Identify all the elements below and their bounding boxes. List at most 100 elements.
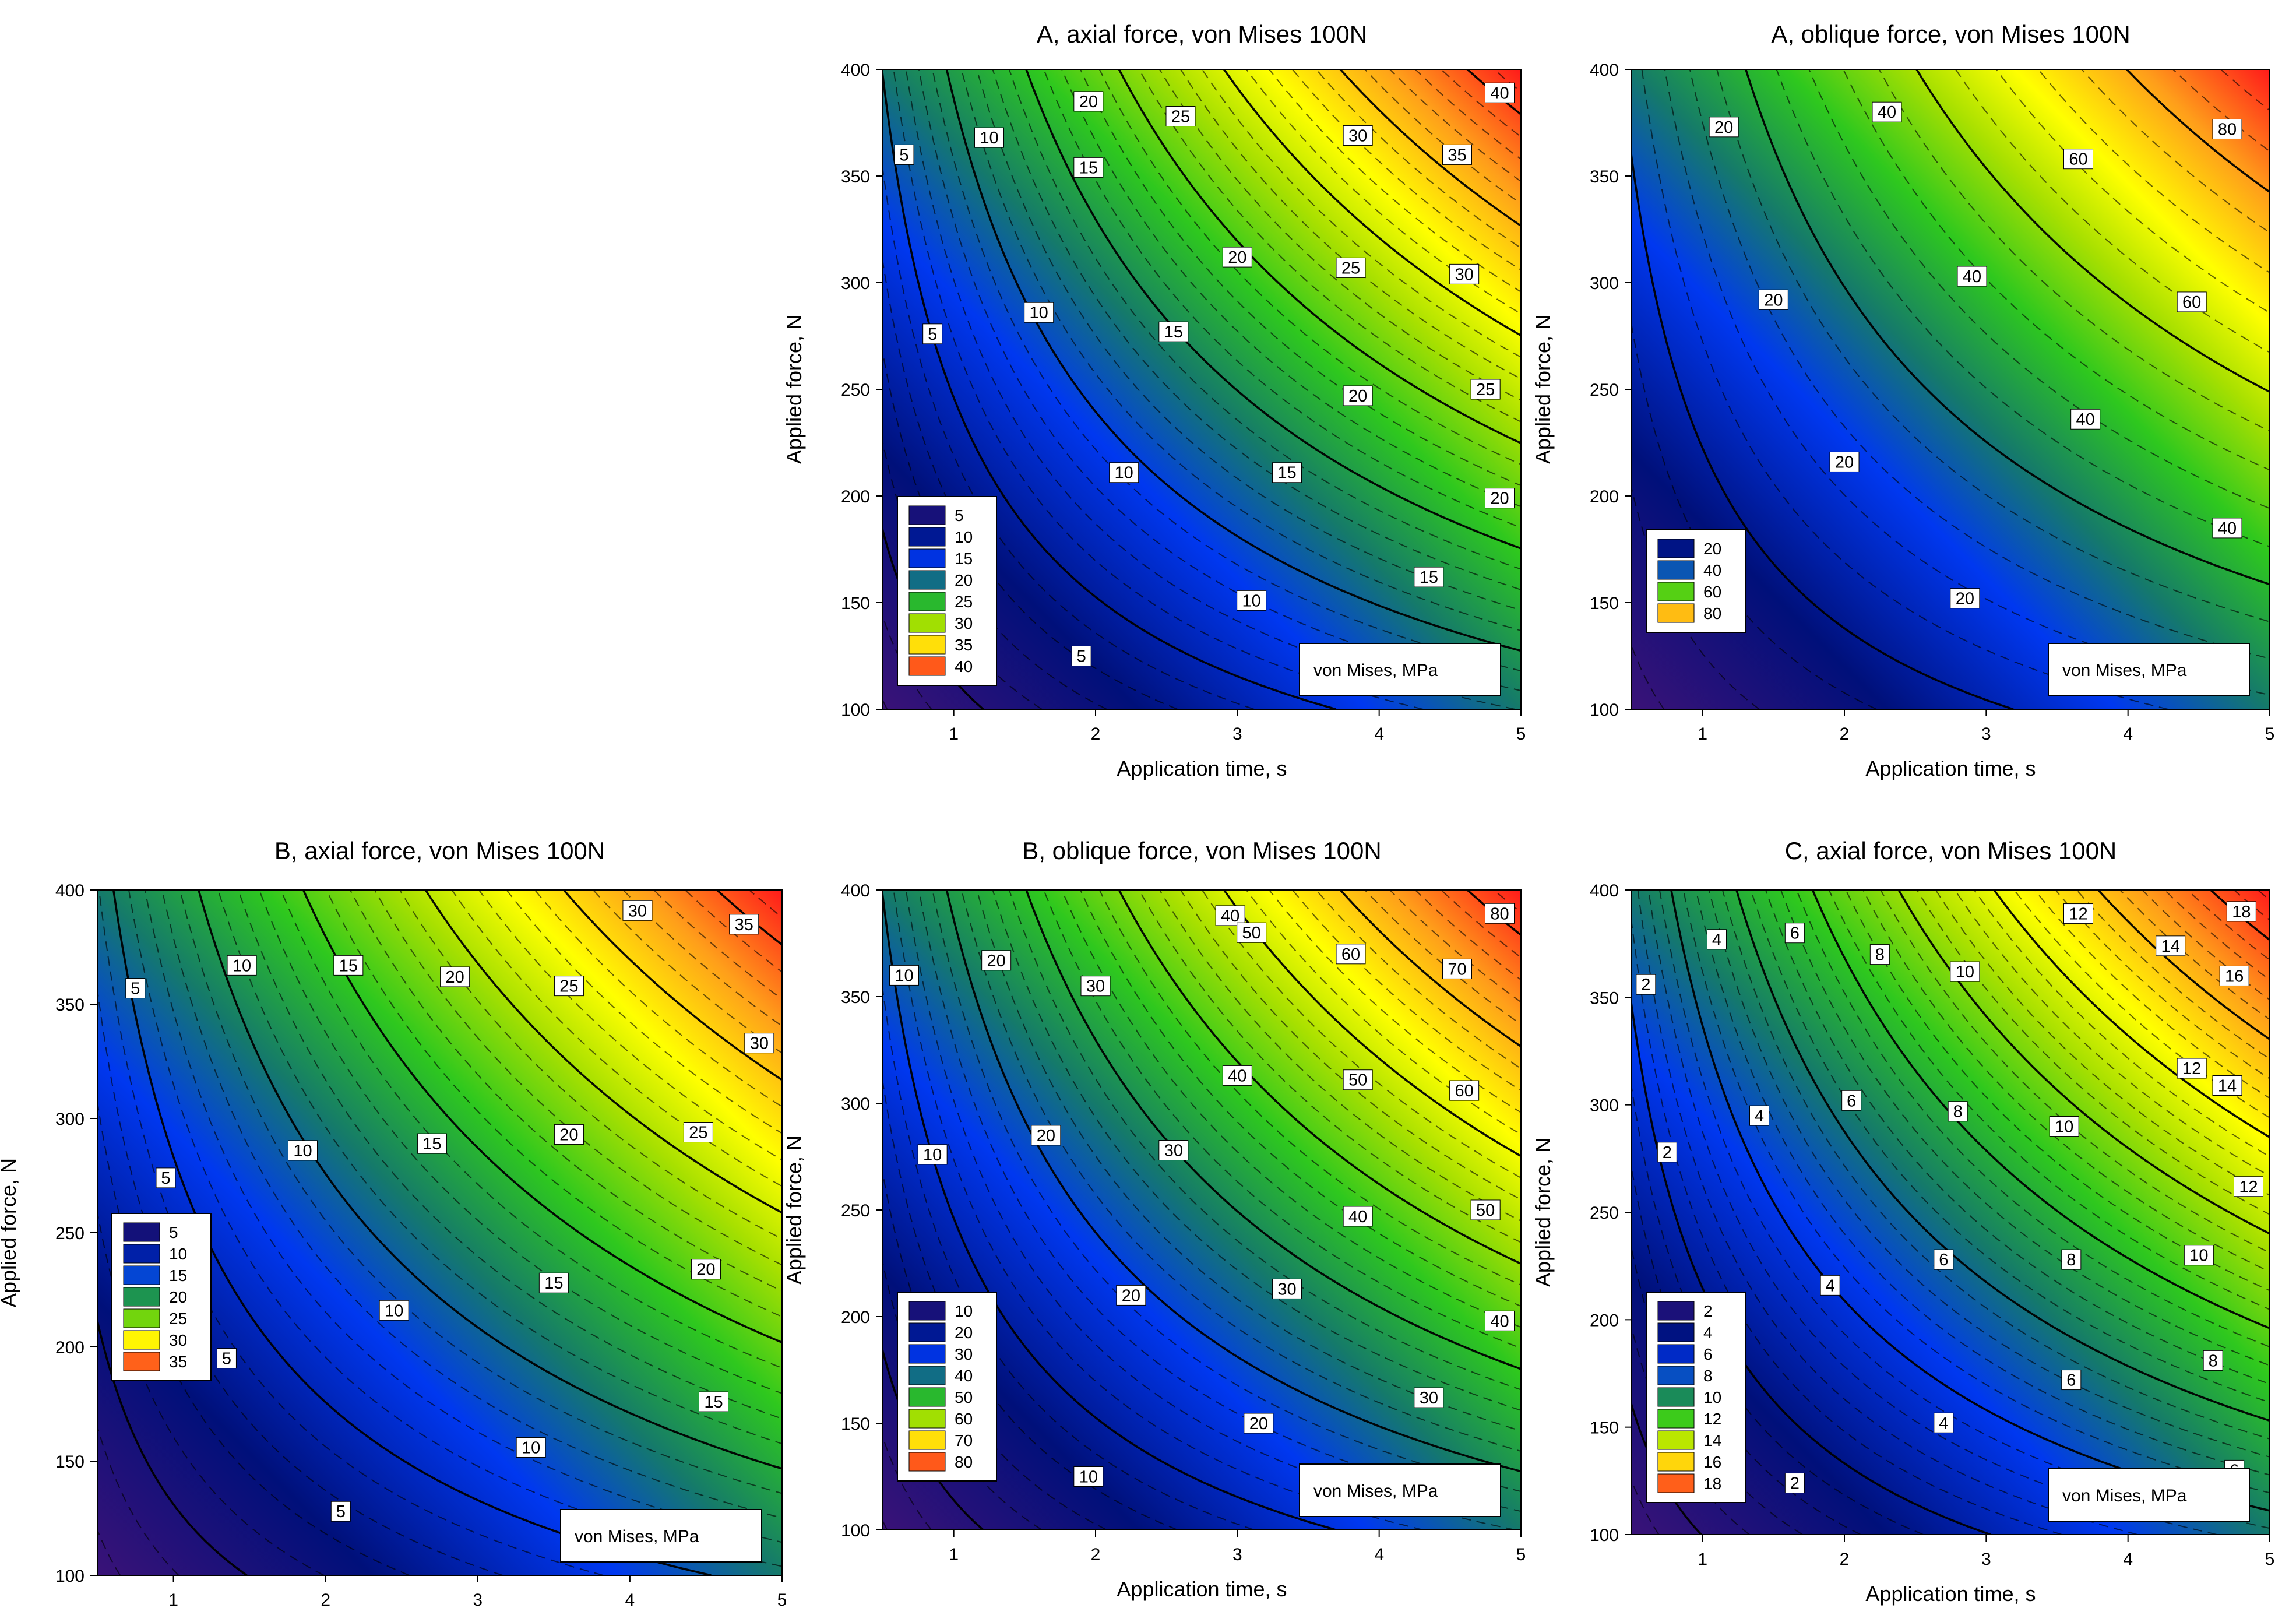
contour-line-minor (893, 69, 1424, 709)
legend-label: 18 (1703, 1475, 1721, 1493)
y-tick-label: 350 (841, 167, 870, 187)
contour-label: 5 (131, 980, 140, 998)
y-tick-label: 150 (55, 1452, 84, 1472)
contour-line-minor (960, 69, 1521, 632)
chart-title: A, axial force, von Mises 100N (1037, 20, 1367, 48)
contour-label-box (1222, 247, 1252, 268)
legend-title-box (2048, 1468, 2250, 1522)
contour-label: 30 (1420, 1389, 1438, 1408)
contour-line-minor (1138, 890, 1521, 1243)
y-tick-label: 100 (841, 1521, 870, 1540)
contour-label: 10 (1030, 304, 1048, 322)
x-tick-label: 4 (2123, 1550, 2133, 1569)
contour-line-minor (1716, 69, 2270, 622)
legend-title-box (560, 1509, 762, 1563)
contour-label-box (1934, 1412, 1954, 1433)
contour-line-minor (1061, 890, 1521, 1328)
y-tick-label: 200 (841, 487, 870, 506)
contour-label-box (2234, 1176, 2263, 1197)
contour-label: 25 (1341, 259, 1360, 277)
legend-swatch (123, 1265, 160, 1285)
contour-line-minor (883, 986, 1255, 1530)
legend-swatch (1657, 1387, 1695, 1407)
legend-swatch (1657, 1452, 1695, 1472)
legend-title-box (1299, 1463, 1501, 1517)
x-tick-label: 3 (1232, 1545, 1242, 1564)
contour-line-minor (814, 890, 825, 1530)
contour-label-box (1272, 1278, 1302, 1299)
y-tick-label: 400 (841, 881, 870, 900)
contour-label-box (922, 323, 943, 344)
legend-swatch (1657, 603, 1695, 623)
contour-line-minor (1008, 890, 1521, 1391)
contour-lines (814, 890, 1521, 1530)
legend-label: 10 (169, 1245, 187, 1263)
legend-label: 40 (955, 1367, 973, 1385)
contour-label-box (1116, 1285, 1146, 1306)
legend-label: 5 (955, 506, 964, 525)
contour-label: 5 (899, 146, 908, 164)
contour-line-minor (2076, 890, 2270, 1060)
y-tick-label: 250 (1590, 381, 1619, 400)
legend-label: 14 (1703, 1431, 1721, 1449)
contour-lines (97, 890, 782, 1575)
contour-label: 20 (1714, 118, 1733, 137)
x-tick-label: 4 (1374, 1545, 1384, 1564)
legend-swatch (123, 1287, 160, 1307)
legend-swatch (1657, 582, 1695, 601)
contour-label-box (1950, 961, 1980, 982)
legend-swatch (1657, 1301, 1695, 1321)
legend-swatch (1657, 1366, 1695, 1385)
contour-label-box (1073, 157, 1104, 178)
contour-label: 5 (161, 1169, 170, 1188)
y-tick-label: 100 (841, 701, 870, 720)
contour-line-minor (1808, 69, 2270, 509)
contour-line-minor (1632, 918, 2062, 1535)
x-tick-label: 5 (777, 1591, 787, 1610)
contour-label: 8 (2066, 1251, 2076, 1269)
x-tick-label: 3 (473, 1591, 483, 1610)
contour-lines (1632, 69, 2270, 709)
x-tick-label: 5 (2265, 1550, 2275, 1569)
y-tick-label: 300 (55, 1110, 84, 1129)
contour-label-box (729, 914, 759, 935)
contour-label: 10 (293, 1142, 312, 1160)
contour-label: 50 (1242, 924, 1261, 942)
contour-label: 6 (1790, 924, 1800, 943)
x-tick-label: 1 (1698, 1550, 1707, 1569)
contour-line-major (562, 890, 782, 1082)
legend-label: 15 (955, 550, 973, 568)
contour-label-box (1442, 958, 1472, 979)
legend-swatch (908, 1301, 946, 1321)
contour-label: 15 (544, 1274, 563, 1293)
contour-line-major (1735, 890, 2270, 1422)
contour-label-box (1109, 462, 1139, 483)
contour-label: 15 (1079, 159, 1098, 177)
chart-title: A, oblique force, von Mises 100N (1771, 20, 2130, 48)
contour-label: 5 (222, 1350, 231, 1368)
contour-line-major (1118, 890, 1521, 1265)
contour-label: 8 (1875, 946, 1885, 965)
y-axis-label: Applied force, N (1531, 315, 1555, 464)
legend-swatch (908, 505, 946, 525)
legend-swatch (908, 656, 946, 676)
contour-label: 20 (445, 968, 464, 987)
contour-label: 10 (233, 956, 251, 975)
contour-line-minor (1565, 890, 1593, 1535)
legend-label: 60 (955, 1410, 973, 1428)
legend-label: 8 (1703, 1367, 1713, 1385)
contour-label-box (1222, 1065, 1252, 1086)
contour-label: 15 (1420, 568, 1438, 587)
contour-label: 40 (1490, 1312, 1509, 1331)
contour-label: 10 (923, 1146, 942, 1164)
contour-label: 8 (2209, 1352, 2218, 1370)
contour-label-box (1414, 567, 1444, 587)
contour-label: 15 (422, 1135, 441, 1153)
y-tick-label: 300 (841, 274, 870, 293)
legend-swatch (123, 1308, 160, 1328)
contour-label-box (1707, 929, 1727, 950)
contour-label: 20 (1079, 93, 1098, 111)
contour-line-major (1632, 150, 2014, 709)
